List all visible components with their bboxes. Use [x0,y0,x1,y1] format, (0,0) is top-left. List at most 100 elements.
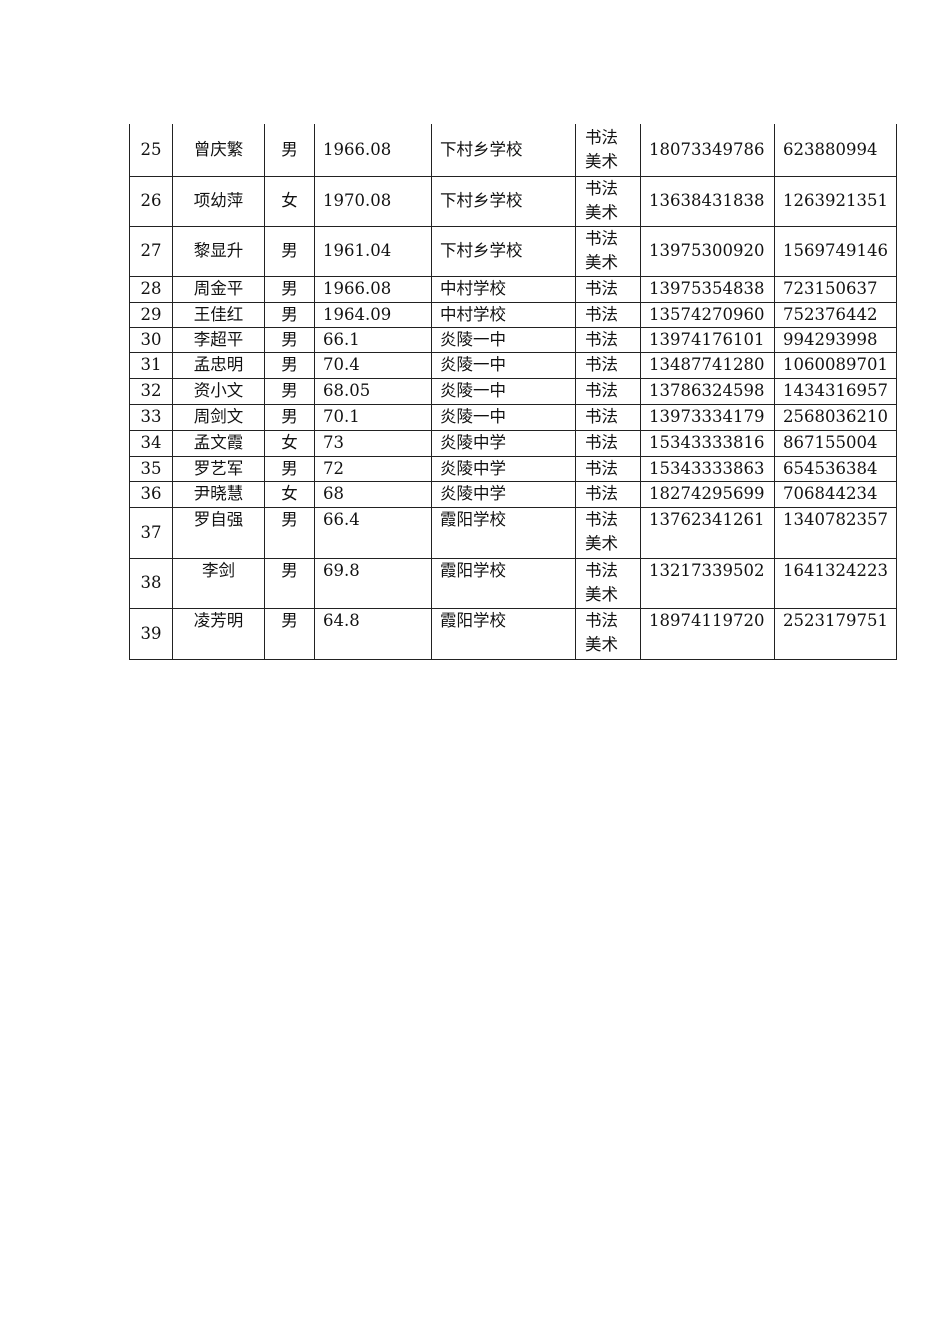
sex-cell: 男 [264,403,315,431]
birth-cell: 66.4 [314,506,432,559]
phone-cell: 13975300920 [640,225,775,277]
table-row: 34 孟文霞女 73 炎陵中学 书法 15343333816 867155004 [129,429,897,457]
row-number: 29 [129,301,173,328]
subject-line: 书法 [585,458,618,478]
school-cell: 下村乡学校 [431,124,576,177]
sex-cell: 男 [264,275,315,303]
sex-cell: 女 [264,480,315,508]
subject-line: 美术 [585,533,618,553]
row-number: 32 [129,377,173,405]
row-number: 37 [129,506,173,559]
table-row: 27 黎显升男 1961.04 下村乡学校 书法 美术 13975300920 1569749… [129,225,897,277]
sex-cell: 男 [264,506,315,559]
qq-cell: 752376442 [774,301,897,328]
qq-cell: 2523179751 [774,607,897,660]
phone-cell: 18073349786 [640,124,775,177]
sex-cell: 男 [264,301,315,328]
row-number: 27 [129,225,173,277]
subject-cell: 书法 美术 [575,506,641,559]
name-cell: 项幼萍 [172,175,265,227]
qq-cell: 1340782357 [774,506,897,559]
subject-line: 美术 [585,151,618,171]
birth-cell: 1961.04 [314,225,432,277]
subject-line: 书法 [585,484,618,503]
qq-cell: 654536384 [774,455,897,482]
school-cell: 霞阳学校 [431,557,576,609]
subject-cell: 书法 [575,351,641,379]
subject-line: 书法 [585,509,618,529]
table-row: 38 李剑男 69.8 霞阳学校 书法 美术 13217339502 1641324223 [129,557,897,609]
row-number: 36 [129,480,173,508]
subject-cell: 书法 美术 [575,607,641,660]
school-cell: 霞阳学校 [431,607,576,660]
phone-cell: 13638431838 [640,175,775,227]
phone-cell: 13574270960 [640,301,775,328]
sex-cell: 男 [264,351,315,379]
table-row: 25 曾庆繁男 1966.08 下村乡学校 书法 美术 18073349786 6238809… [129,124,897,177]
phone-cell: 13487741280 [640,351,775,379]
school-cell: 炎陵一中 [431,377,576,405]
birth-cell: 68.05 [314,377,432,405]
sex-cell: 男 [264,124,315,177]
subject-cell: 书法 美术 [575,225,641,277]
birth-cell: 66.1 [314,326,432,353]
subject-line: 书法 [585,610,618,630]
subject-line: 书法 [585,560,618,580]
subject-line: 书法 [585,355,618,374]
subject-cell: 书法 [575,403,641,431]
birth-cell: 73 [314,429,432,457]
table-row: 26 项幼萍女 1970.08 下村乡学校 书法 美术 13638431838 1263921… [129,175,897,227]
qq-cell: 1641324223 [774,557,897,609]
table-row: 30 李超平男 66.1 炎陵一中 书法 13974176101 994293998 [129,326,897,353]
row-number: 34 [129,429,173,457]
subject-cell: 书法 美术 [575,557,641,609]
qq-cell: 623880994 [774,124,897,177]
subject-line: 书法 [585,127,618,147]
subject-line: 书法 [585,407,618,426]
subject-line: 书法 [585,329,618,349]
school-cell: 炎陵中学 [431,480,576,508]
table-row: 32 资小文男 68.05 炎陵一中 书法 13786324598 1434316957 [129,377,897,405]
qq-cell: 994293998 [774,326,897,353]
subject-cell: 书法 [575,429,641,457]
name-cell: 资小文 [172,377,265,405]
subject-line: 书法 [585,279,618,298]
school-cell: 下村乡学校 [431,225,576,277]
qq-cell: 1263921351 [774,175,897,227]
school-cell: 炎陵中学 [431,455,576,482]
school-cell: 炎陵一中 [431,403,576,431]
sex-cell: 男 [264,455,315,482]
row-number: 26 [129,175,173,227]
birth-cell: 1964.09 [314,301,432,328]
phone-cell: 13762341261 [640,506,775,559]
subject-cell: 书法 [575,301,641,328]
subject-line: 书法 [585,381,618,400]
phone-cell: 18974119720 [640,607,775,660]
row-number: 31 [129,351,173,379]
table-row: 31 孟忠明男 70.4 炎陵一中 书法 13487741280 1060089701 [129,351,897,379]
birth-cell: 72 [314,455,432,482]
table-row: 29 王佳红男 1964.09 中村学校 书法 13574270960 752376442 [129,301,897,328]
teacher-table: 25 曾庆繁男 1966.08 下村乡学校 书法 美术 18073349786 6238809… [129,124,897,660]
qq-cell: 706844234 [774,480,897,508]
name-cell: 曾庆繁 [172,124,265,177]
subject-line: 美术 [585,253,618,272]
phone-cell: 13217339502 [640,557,775,609]
phone-cell: 13786324598 [640,377,775,405]
row-number: 30 [129,326,173,353]
phone-cell: 15343333863 [640,455,775,482]
table-row: 33 周剑文男 70.1 炎陵一中 书法 13973334179 2568036210 [129,403,897,431]
sex-cell: 男 [264,326,315,353]
subject-line: 书法 [585,433,618,452]
table-row: 39 凌芳明男 64.8 霞阳学校 书法 美术 18974119720 2523179751 [129,607,897,660]
name-cell: 罗艺军 [172,455,265,482]
phone-cell: 15343333816 [640,429,775,457]
birth-cell: 64.8 [314,607,432,660]
phone-cell: 13974176101 [640,326,775,353]
name-cell: 李超平 [172,326,265,353]
school-cell: 下村乡学校 [431,175,576,227]
row-number: 35 [129,455,173,482]
phone-cell: 13973334179 [640,403,775,431]
birth-cell: 70.4 [314,351,432,379]
name-cell: 周金平 [172,275,265,303]
